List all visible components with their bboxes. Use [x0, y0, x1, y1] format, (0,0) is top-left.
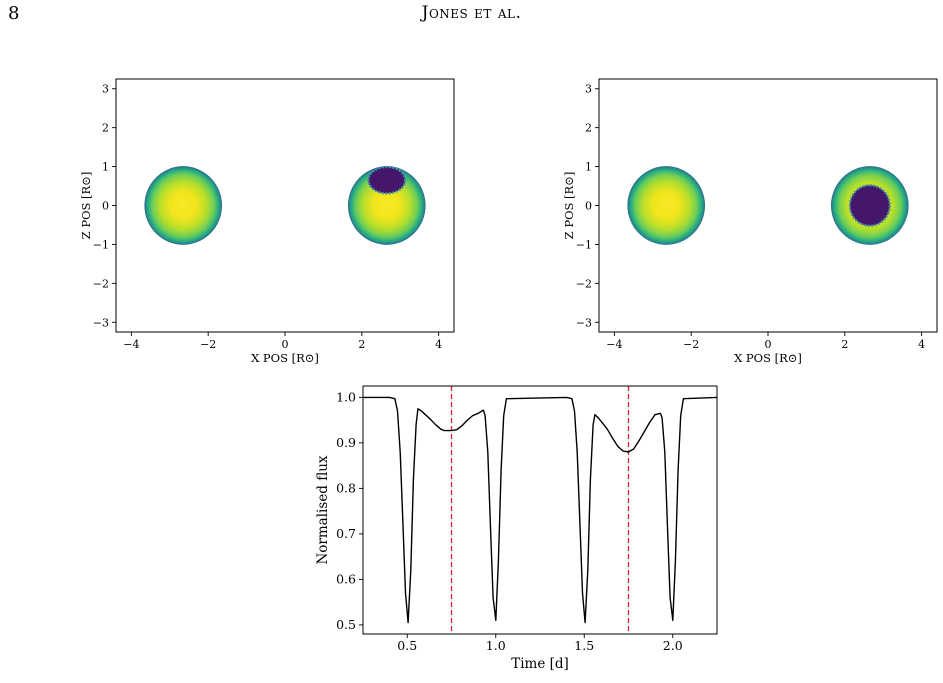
y-tick-label: −3	[576, 316, 592, 329]
plot-area	[363, 386, 717, 634]
chart-light-curve: 0.5 1.0 1.5 2.0 0.5 0.6 0.7 0.8 0.9 1.0 Time [d] No…	[315, 385, 718, 672]
y-tick-label: 0.8	[336, 480, 356, 495]
x-tick-label: 0	[282, 338, 289, 351]
y-tick-label: 1.0	[336, 389, 356, 404]
starspot	[367, 165, 407, 195]
x-tick-label: 0.5	[397, 638, 417, 653]
y-tick-label: 0.5	[336, 617, 356, 632]
y-tick-label: 3	[585, 83, 592, 96]
y-tick-label: 0.7	[336, 526, 356, 541]
y-tick-label: 2	[102, 122, 109, 135]
running-head: Jones et al.	[421, 3, 522, 23]
x-tick-label: 2	[841, 338, 848, 351]
plot-area	[144, 165, 426, 245]
star-disk	[627, 166, 706, 245]
y-axis-label: Normalised flux	[315, 455, 331, 564]
star-disk	[144, 166, 223, 245]
x-tick-label: 4	[435, 338, 442, 351]
x-tick-label: 1.0	[486, 638, 506, 653]
x-axis-label: X POS [R⊙]	[251, 351, 319, 365]
chart-left-stellar-disk-map: −4 −2 0 2 4 −3 −2 −1 0 1 2 3 X POS [R⊙] Z POS [R⊙]	[79, 78, 455, 365]
x-tick-label: −2	[200, 338, 216, 351]
y-tick-label: 0	[585, 200, 592, 213]
x-tick-label: 2	[358, 338, 365, 351]
y-tick-label: −2	[576, 277, 592, 290]
y-tick-label: −1	[93, 238, 109, 251]
y-tick-label: −2	[93, 277, 109, 290]
plot-area	[627, 166, 909, 245]
y-tick-label: 2	[585, 122, 592, 135]
y-tick-label: 3	[102, 83, 109, 96]
y-tick-label: 1	[102, 161, 109, 174]
page-number: 8	[8, 3, 20, 24]
x-tick-label: 1.5	[574, 638, 594, 653]
x-axis-label: Time [d]	[511, 656, 569, 672]
chart-right-stellar-disk-map: −4 −2 0 2 4 −3 −2 −1 0 1 2 3 X POS [R⊙] Z POS [R⊙]	[562, 78, 938, 365]
y-tick-label: −3	[93, 316, 109, 329]
x-tick-label: −4	[123, 338, 139, 351]
x-axis-label: X POS [R⊙]	[734, 351, 802, 365]
x-tick-label: −4	[606, 338, 622, 351]
y-tick-label: 1	[585, 161, 592, 174]
axes-frame	[362, 385, 718, 635]
x-tick-label: 2.0	[663, 638, 683, 653]
x-tick-label: 4	[918, 338, 925, 351]
y-axis-label: Z POS [R⊙]	[79, 172, 93, 240]
y-tick-label: 0.9	[336, 435, 356, 450]
x-tick-label: 0	[765, 338, 772, 351]
flux-series-line	[363, 396, 717, 624]
y-tick-label: −1	[576, 238, 592, 251]
x-tick-label: −2	[683, 338, 699, 351]
y-axis-label: Z POS [R⊙]	[562, 172, 576, 240]
starspot	[848, 184, 891, 227]
y-tick-label: 0	[102, 200, 109, 213]
y-tick-label: 0.6	[336, 571, 356, 586]
